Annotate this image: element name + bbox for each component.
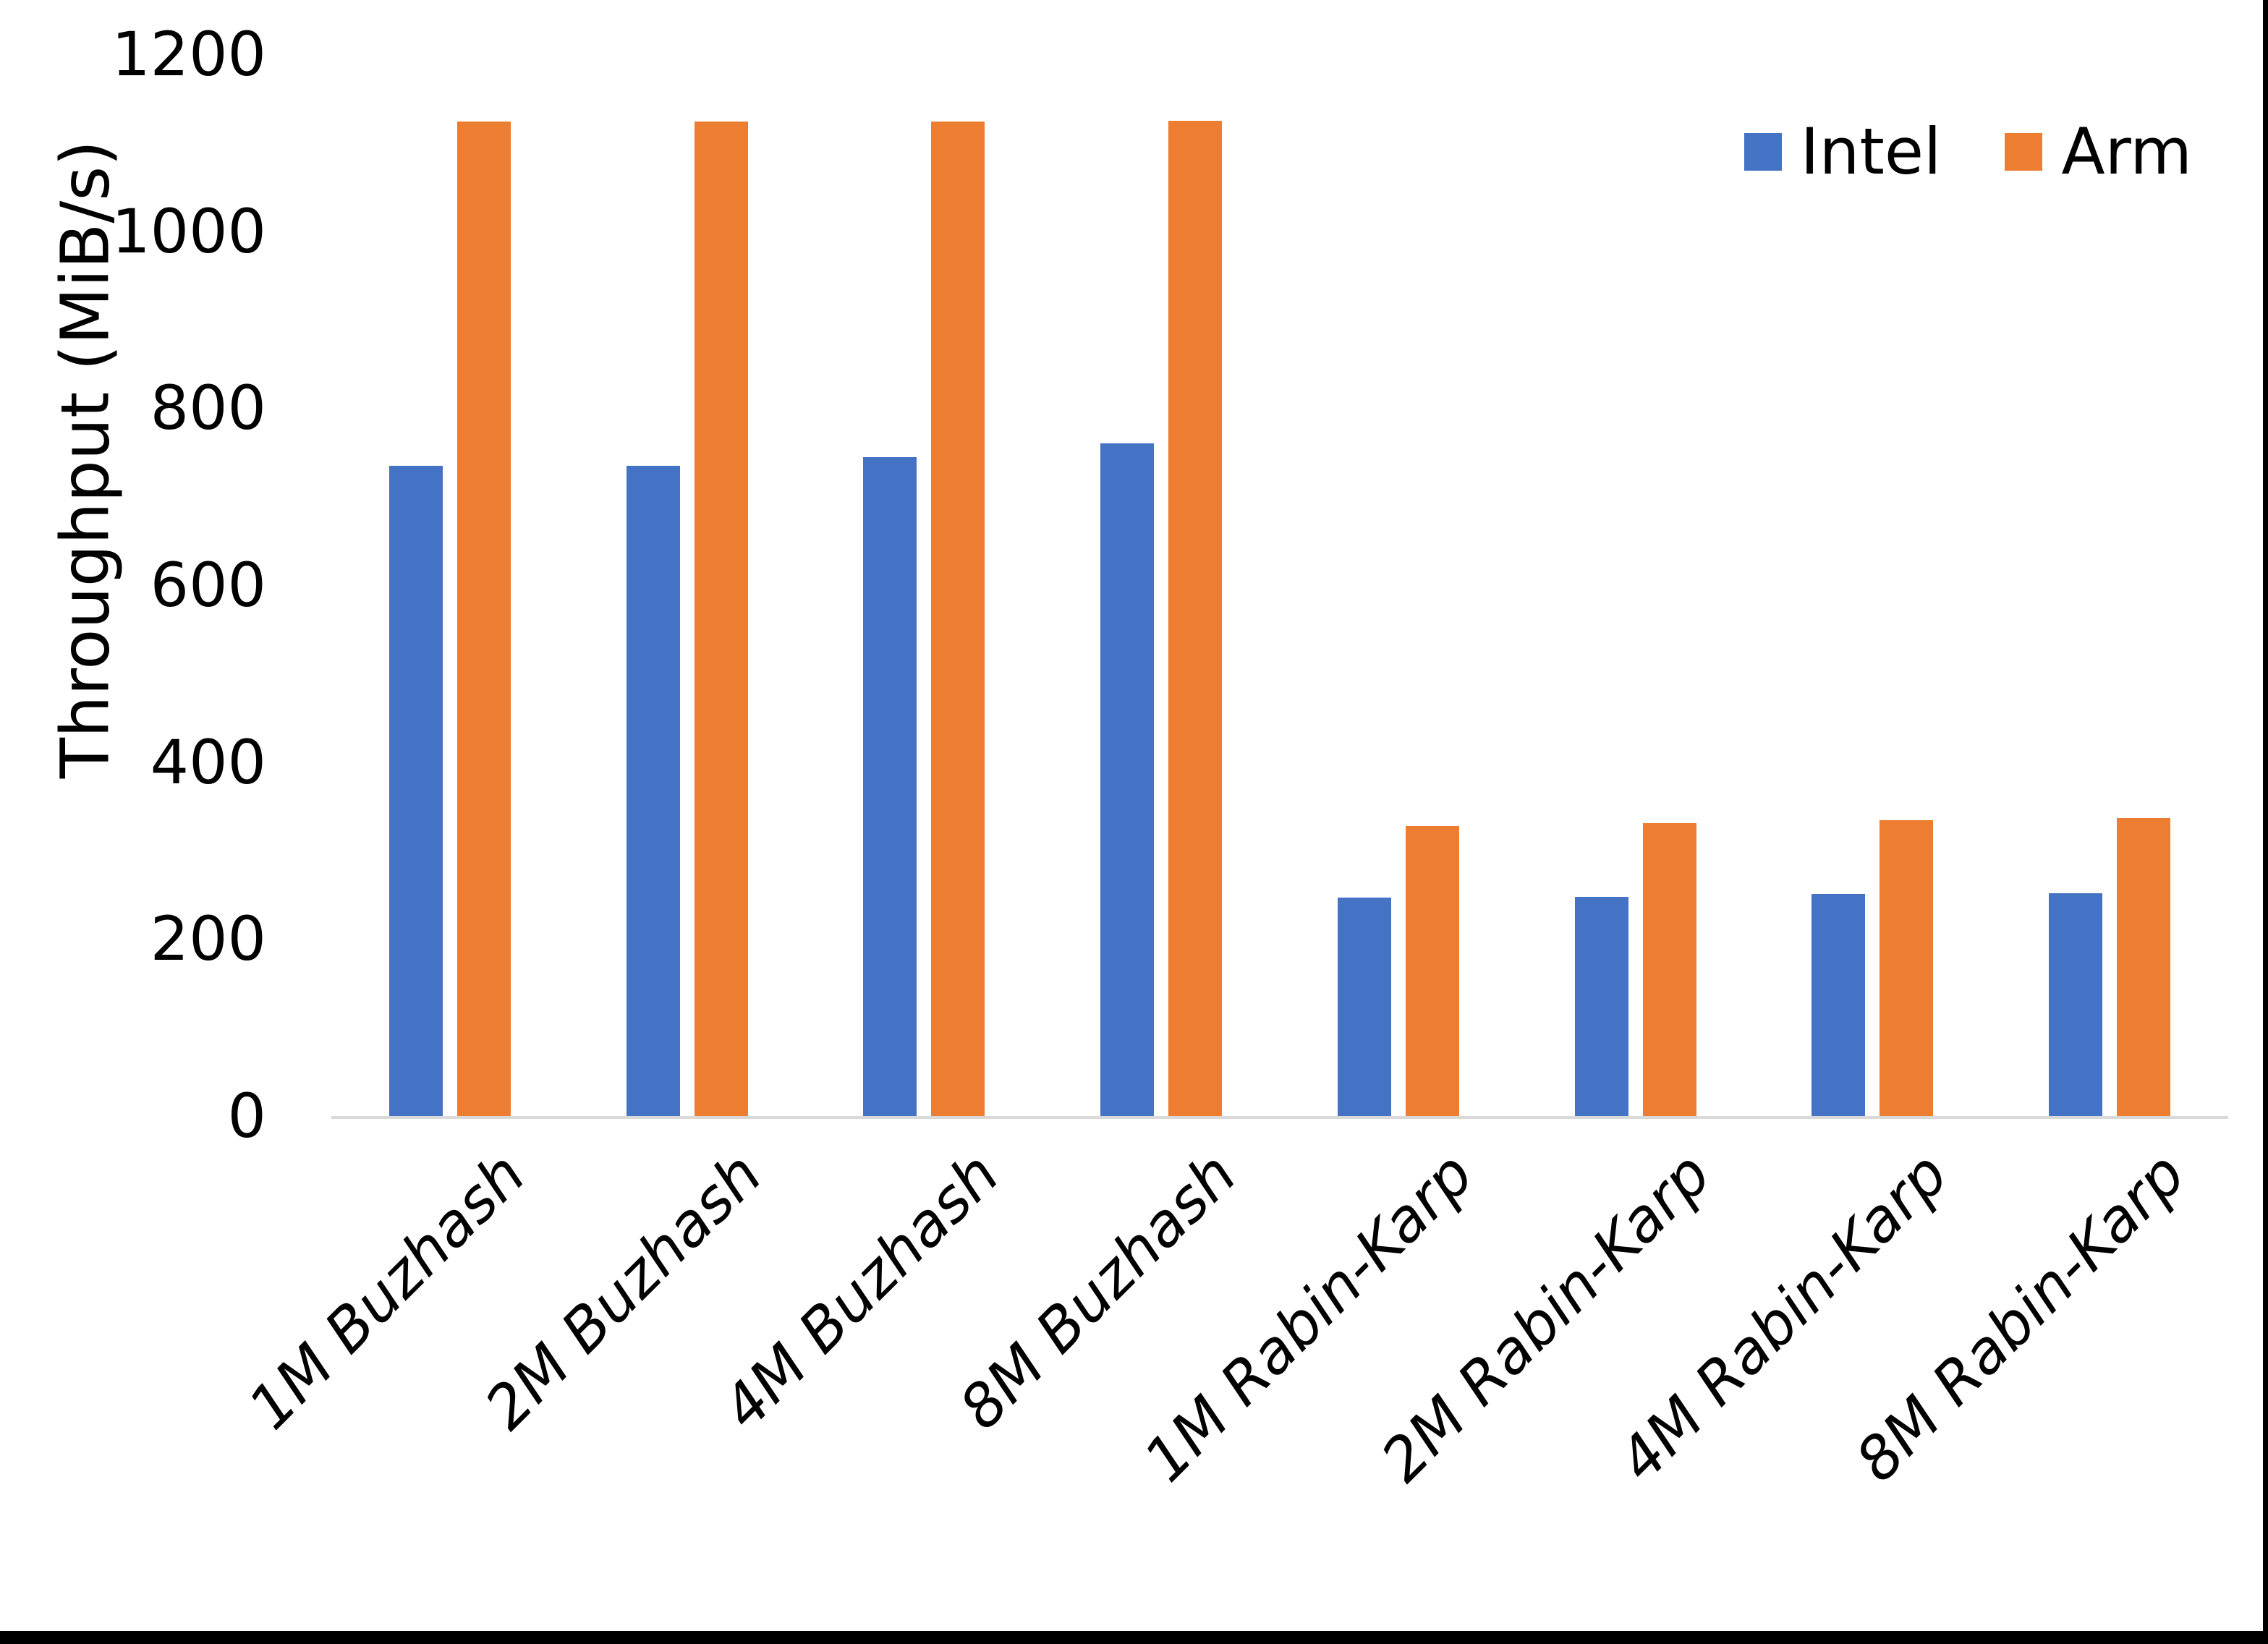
bar-intel-1m-rabin-karp (1337, 897, 1391, 1116)
bar-group-1m-buzhash (388, 121, 511, 1116)
bar-group-2m-rabin-karp (1574, 823, 1696, 1116)
y-tick-label-1000: 1000 (111, 195, 266, 267)
legend-item-arm: Arm (2005, 120, 2192, 184)
y-axis-tick-labels: 0 200 400 600 800 1000 1200 (0, 24, 266, 1146)
legend: Intel Arm (1744, 120, 2192, 184)
bar-group-2m-buzhash (626, 121, 748, 1116)
bar-intel-1m-buzhash (388, 465, 443, 1116)
bar-arm-4m-buzhash (931, 121, 985, 1116)
page-border-right (2263, 0, 2268, 1644)
plot-area (331, 54, 2228, 1119)
bar-intel-8m-buzhash (1100, 443, 1155, 1116)
bar-intel-4m-buzhash (863, 456, 917, 1116)
y-tick-label-200: 200 (150, 903, 266, 975)
legend-label-arm: Arm (2061, 114, 2192, 189)
y-tick-label-600: 600 (150, 550, 266, 621)
bar-intel-4m-rabin-karp (1812, 893, 1866, 1116)
y-tick-label-400: 400 (150, 726, 266, 798)
arm-swatch-icon (2005, 133, 2043, 171)
y-tick-label-800: 800 (150, 372, 266, 444)
bar-arm-1m-rabin-karp (1405, 825, 1459, 1116)
legend-label-intel: Intel (1800, 114, 1942, 189)
y-tick-label-0: 0 (227, 1081, 266, 1151)
bar-intel-2m-rabin-karp (1574, 896, 1628, 1116)
legend-item-intel: Intel (1744, 114, 1942, 189)
y-tick-label-1200: 1200 (111, 19, 266, 90)
bar-group-1m-rabin-karp (1337, 825, 1459, 1116)
bar-arm-8m-buzhash (1168, 120, 1223, 1116)
page-border-bottom (0, 1631, 2268, 1644)
bar-group-4m-rabin-karp (1812, 820, 1934, 1116)
bar-arm-8m-rabin-karp (2117, 817, 2171, 1116)
bar-group-8m-buzhash (1100, 120, 1223, 1116)
bar-arm-2m-buzhash (694, 121, 748, 1116)
x-axis-labels: 1M Buzhash 2M Buzhash 4M Buzhash 8M Buzhash… (235, 1140, 2228, 1549)
bar-group-4m-buzhash (863, 121, 985, 1116)
bar-arm-1m-buzhash (456, 121, 511, 1116)
bar-intel-8m-rabin-karp (2049, 893, 2103, 1116)
bar-arm-2m-rabin-karp (1642, 823, 1696, 1116)
bar-group-8m-rabin-karp (2049, 817, 2171, 1116)
bar-arm-4m-rabin-karp (1880, 820, 1934, 1116)
intel-swatch-icon (1744, 133, 1782, 171)
bar-intel-2m-buzhash (626, 465, 680, 1116)
